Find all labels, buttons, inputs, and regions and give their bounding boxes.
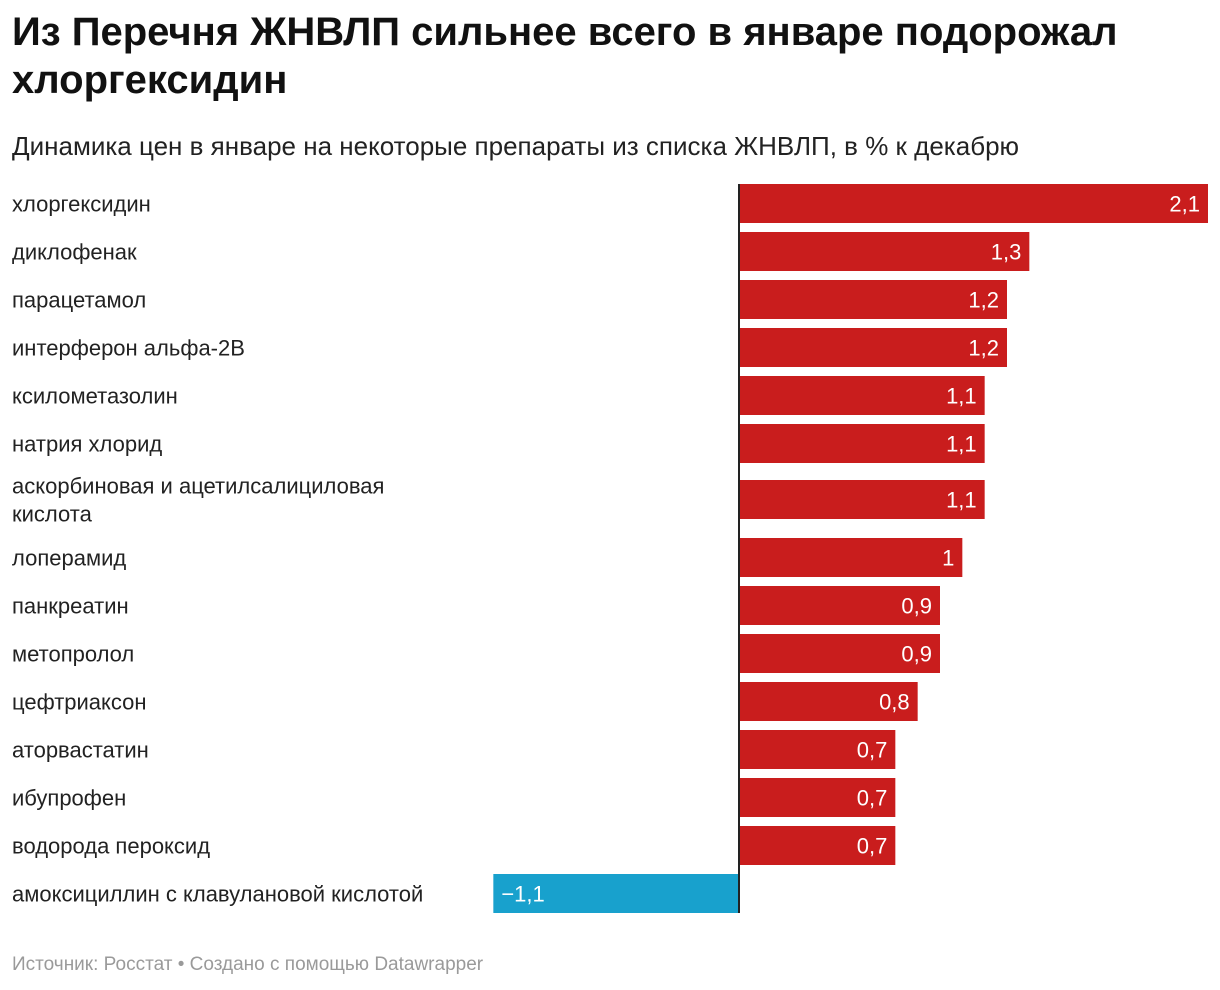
category-label: цефтриаксон — [12, 690, 147, 715]
value-label: −1,1 — [501, 882, 544, 907]
category-label: ксилометазолин — [12, 384, 178, 409]
footer-separator: • — [172, 954, 190, 975]
bar — [739, 826, 896, 865]
category-label: парацетамол — [12, 288, 146, 313]
value-label: 1,1 — [946, 488, 977, 513]
category-label: лоперамид — [12, 546, 126, 571]
value-label: 1,1 — [946, 384, 977, 409]
category-label: натрия хлорид — [12, 432, 162, 457]
category-label: метопролол — [12, 642, 134, 667]
bar — [739, 184, 1208, 223]
bar — [739, 538, 963, 577]
bar — [739, 778, 896, 817]
bar-chart: хлоргексидин 2,1 диклофенак 1,3 парацетамол 1… — [12, 184, 1208, 913]
value-label: 0,7 — [857, 786, 888, 811]
bar — [739, 730, 896, 769]
chart-title: Из Перечня ЖНВЛП сильнее всего в январе … — [12, 10, 1118, 102]
chart-footer: Источник: Росстат • Создано с помощью Da… — [12, 954, 483, 976]
category-label: аскорбиновая и ацетилсалициловая кислота — [12, 474, 384, 527]
value-label: 1,3 — [991, 240, 1022, 265]
category-label: интерферон альфа-2В — [12, 336, 245, 361]
category-label: панкреатин — [12, 594, 129, 619]
value-label: 0,8 — [879, 690, 910, 715]
bar — [493, 874, 739, 913]
bar — [739, 682, 918, 721]
bar — [739, 424, 985, 463]
bar — [739, 634, 940, 673]
value-label: 1 — [942, 546, 954, 571]
category-label: водорода пероксид — [12, 834, 210, 859]
bar — [739, 586, 940, 625]
category-label: аторвастатин — [12, 738, 149, 763]
value-label: 0,7 — [857, 834, 888, 859]
bar — [739, 328, 1007, 367]
bar — [739, 280, 1007, 319]
bar — [739, 376, 985, 415]
value-label: 1,2 — [968, 288, 999, 313]
category-label: диклофенак — [12, 240, 137, 265]
credit-text: Создано с помощью Datawrapper — [189, 954, 484, 975]
category-label: ибупрофен — [12, 786, 126, 811]
bar — [739, 480, 985, 519]
source-text: Источник: Росстат — [12, 954, 173, 975]
value-label: 0,7 — [857, 738, 888, 763]
chart-subtitle: Динамика цен в январе на некоторые препа… — [12, 131, 1020, 161]
value-label: 1,2 — [968, 336, 999, 361]
bar — [739, 232, 1030, 271]
value-label: 0,9 — [901, 594, 932, 619]
category-label: амоксициллин с клавулановой кислотой — [12, 882, 423, 907]
value-label: 1,1 — [946, 432, 977, 457]
value-label: 0,9 — [901, 642, 932, 667]
value-label: 2,1 — [1169, 192, 1200, 217]
category-label: хлоргексидин — [12, 192, 151, 217]
